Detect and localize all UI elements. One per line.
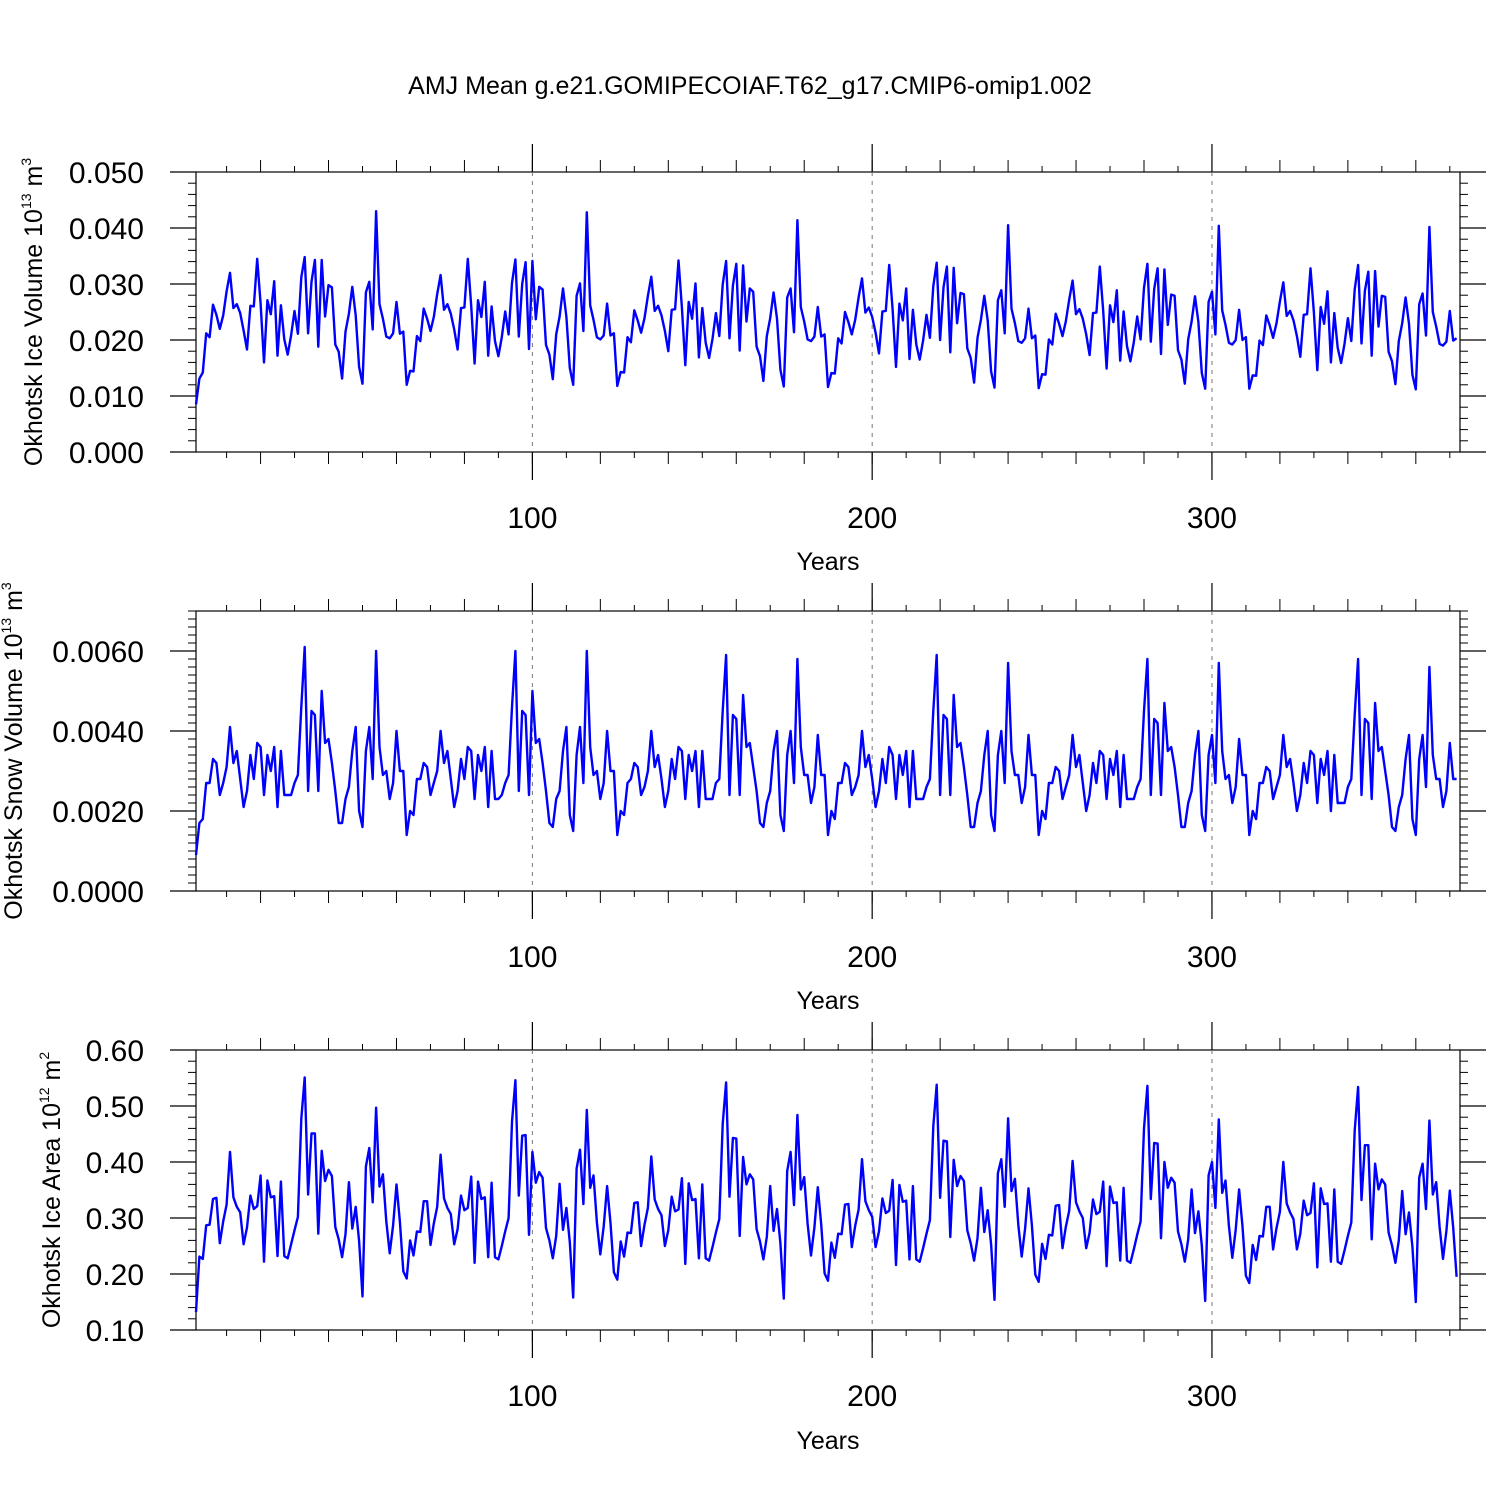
y-tick-labels: 0.10 0.20 0.30 0.40 0.50 0.60 — [86, 1035, 144, 1348]
y-label-unit-exponent: 3 — [18, 158, 34, 166]
y-tick-label: 0.30 — [86, 1203, 144, 1236]
y-label-unit-exponent: 2 — [36, 1052, 52, 1060]
svg-text:Okhotsk Ice Area 1012 m2: Okhotsk Ice Area 1012 m2 — [36, 1052, 66, 1328]
y-label-exponent: 13 — [18, 193, 34, 209]
series-line — [194, 210, 1458, 405]
series-line — [194, 645, 1457, 856]
y-label-unit: m — [20, 166, 48, 194]
plot-frame — [195, 610, 1461, 892]
x-axis-label: Years — [796, 987, 859, 1015]
series-line — [194, 1076, 1458, 1313]
svg-text:Okhotsk Ice Volume 1013 m3: Okhotsk Ice Volume 1013 m3 — [18, 158, 48, 466]
y-label-exponent: 12 — [36, 1087, 52, 1103]
y-label-main: Okhotsk Ice Volume 10 — [20, 209, 48, 466]
figure-title: AMJ Mean g.e21.GOMIPECOIAF.T62_g17.CMIP6… — [408, 72, 1092, 100]
y-tick-labels: 0.000 0.010 0.020 0.030 0.040 0.050 — [69, 157, 144, 470]
x-tick-label: 300 — [1187, 941, 1237, 974]
y-tick-label: 0.010 — [69, 381, 144, 414]
y-tick-label: 0.000 — [69, 437, 144, 470]
y-label-unit: m — [0, 590, 28, 618]
x-tick-label: 200 — [847, 502, 897, 535]
x-tick-labels: 100 200 300 — [507, 1380, 1237, 1413]
x-tick-label: 100 — [507, 502, 557, 535]
year-gridlines — [531, 172, 1213, 452]
year-gridlines — [531, 1050, 1213, 1330]
y-tick-label: 0.20 — [86, 1259, 144, 1292]
x-tick-label: 100 — [507, 1380, 557, 1413]
x-tick-label: 300 — [1187, 1380, 1237, 1413]
svg-text:Okhotsk Snow Volume 1013 m3: Okhotsk Snow Volume 1013 m3 — [0, 582, 28, 920]
y-axis-label: Okhotsk Ice Area 1012 m2 — [36, 1052, 66, 1328]
x-tick-labels: 100 200 300 — [507, 941, 1237, 974]
x-tick-label: 300 — [1187, 502, 1237, 535]
y-tick-labels: 0.0000 0.0020 0.0040 0.0060 — [52, 636, 144, 909]
x-axis-label: Years — [796, 548, 859, 576]
y-tick-label: 0.0060 — [52, 636, 144, 669]
axis-ticks — [170, 1022, 1486, 1358]
y-tick-label: 0.0020 — [52, 796, 144, 829]
y-tick-label: 0.020 — [69, 325, 144, 358]
y-tick-label: 0.0040 — [52, 716, 144, 749]
y-tick-label: 0.60 — [86, 1035, 144, 1068]
y-label-exponent: 13 — [0, 618, 14, 634]
y-tick-label: 0.040 — [69, 213, 144, 246]
y-axis-label: Okhotsk Snow Volume 1013 m3 — [0, 582, 28, 920]
y-tick-label: 0.10 — [86, 1315, 144, 1348]
y-tick-label: 0.030 — [69, 269, 144, 302]
axis-ticks — [170, 583, 1486, 919]
y-label-unit: m — [38, 1060, 66, 1088]
year-gridlines — [531, 611, 1213, 891]
y-tick-label: 0.0000 — [52, 876, 144, 909]
y-label-unit-exponent: 3 — [0, 582, 14, 590]
y-label-main: Okhotsk Ice Area 10 — [38, 1103, 66, 1328]
y-tick-label: 0.050 — [69, 157, 144, 190]
x-tick-labels: 100 200 300 — [507, 502, 1237, 535]
y-label-main: Okhotsk Snow Volume 10 — [0, 633, 28, 919]
plot-frame — [195, 171, 1461, 453]
x-axis-label: Years — [796, 1427, 859, 1455]
plot-frame — [195, 1049, 1461, 1331]
y-tick-label: 0.50 — [86, 1091, 144, 1124]
x-tick-label: 200 — [847, 1380, 897, 1413]
x-tick-label: 100 — [507, 941, 557, 974]
x-tick-label: 200 — [847, 941, 897, 974]
ice-area-panel: 0.10 0.20 0.30 0.40 0.50 0.60 100 200 300 Years… — [36, 1022, 1486, 1455]
ice-volume-panel: 0.000 0.010 0.020 0.030 0.040 0.050 100 200 300… — [18, 144, 1486, 576]
axis-ticks — [170, 144, 1486, 480]
snow-volume-panel: 0.0000 0.0020 0.0040 0.0060 100 200 300 Years… — [0, 582, 1486, 1015]
y-axis-label: Okhotsk Ice Volume 1013 m3 — [18, 158, 48, 466]
y-tick-label: 0.40 — [86, 1147, 144, 1180]
